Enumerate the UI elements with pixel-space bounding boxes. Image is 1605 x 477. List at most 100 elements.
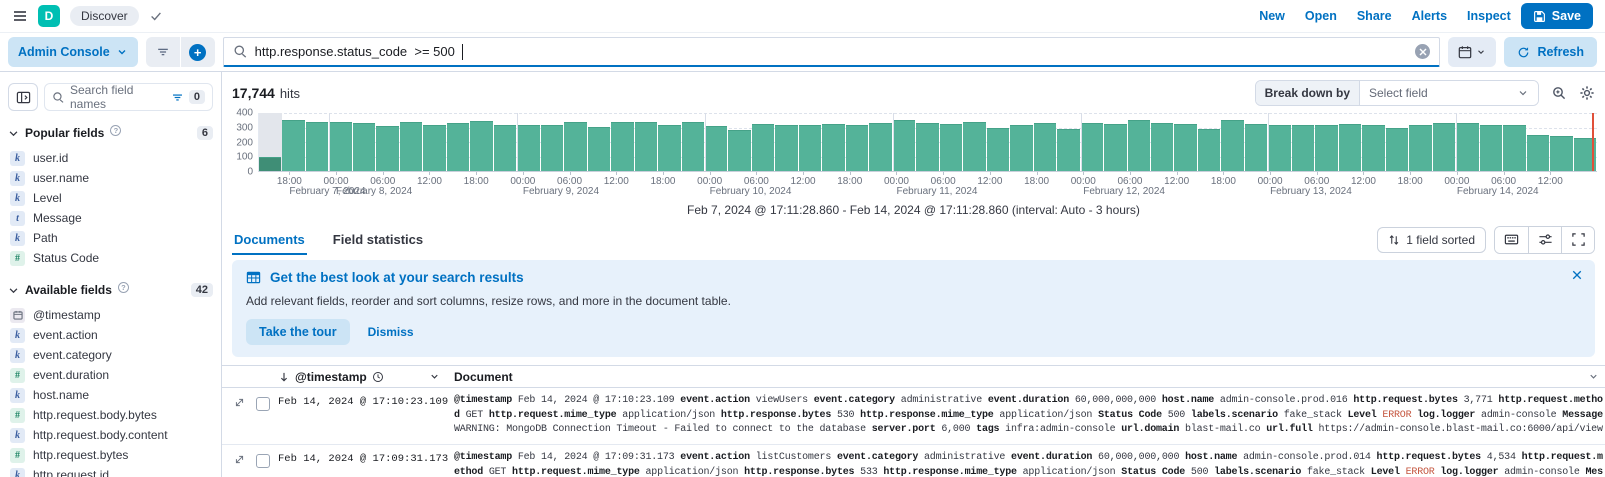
field-search-input[interactable]: Search field names 0 <box>44 83 213 111</box>
histogram-bar[interactable] <box>963 121 986 171</box>
timestamp-column-menu-icon[interactable] <box>429 371 440 382</box>
histogram-bar[interactable] <box>916 123 939 171</box>
clear-query-icon[interactable] <box>1415 44 1431 59</box>
date-picker-button[interactable] <box>1448 37 1497 67</box>
field-item--timestamp[interactable]: @timestamp <box>8 305 213 325</box>
field-item-http-request-body-bytes[interactable]: # http.request.body.bytes <box>8 405 213 425</box>
histogram-bar[interactable] <box>1127 120 1150 171</box>
document-column-menu-icon[interactable] <box>1588 371 1599 382</box>
histogram-bar[interactable] <box>634 122 658 171</box>
histogram-bar[interactable] <box>728 130 751 171</box>
nav-share[interactable]: Share <box>1356 9 1392 23</box>
sort-descending-icon[interactable] <box>278 371 290 383</box>
histogram-bar[interactable] <box>1432 123 1456 171</box>
histogram-bar[interactable] <box>517 124 540 171</box>
field-item-user-id[interactable]: k user.id <box>8 148 213 168</box>
saved-query-filter-icon[interactable] <box>145 37 180 67</box>
breadcrumb-discover[interactable]: Discover <box>70 6 139 26</box>
histogram-bar[interactable] <box>376 126 399 171</box>
histogram-bar[interactable] <box>775 124 798 171</box>
display-options-sliders-icon[interactable] <box>1528 226 1561 253</box>
histogram-bar[interactable] <box>1291 124 1315 171</box>
histogram-bar[interactable] <box>1573 137 1596 171</box>
field-item-event-duration[interactable]: # event.duration <box>8 365 213 385</box>
histogram-bar[interactable] <box>1385 127 1409 171</box>
nav-open[interactable]: Open <box>1304 9 1337 23</box>
histogram-bar[interactable] <box>798 124 822 171</box>
histogram-bar[interactable] <box>1550 136 1573 171</box>
histogram-bar[interactable] <box>1104 123 1127 171</box>
data-view-picker[interactable]: Admin Console <box>8 37 138 67</box>
histogram-bar[interactable] <box>1479 124 1503 171</box>
field-item-http-request-id[interactable]: k http.request.id <box>8 465 213 477</box>
nav-alerts[interactable]: Alerts <box>1411 9 1448 23</box>
histogram-bar[interactable] <box>751 123 775 171</box>
nav-inspect[interactable]: Inspect <box>1467 9 1511 23</box>
histogram-bar[interactable] <box>259 156 282 171</box>
histogram-bar[interactable] <box>1057 128 1080 171</box>
histogram-bar[interactable] <box>1197 128 1221 171</box>
expand-document-icon[interactable] <box>234 394 250 408</box>
histogram-bar[interactable] <box>399 122 423 171</box>
histogram-bar[interactable] <box>352 123 376 171</box>
row-document-source[interactable]: @timestamp Feb 14, 2024 @ 17:10:23.109 e… <box>454 395 1603 435</box>
histogram-bar[interactable] <box>939 123 963 171</box>
histogram-bar[interactable] <box>1315 124 1338 171</box>
timestamp-column-header[interactable]: @timestamp <box>295 369 367 384</box>
collapse-sidebar-button[interactable] <box>8 83 38 111</box>
document-column-header[interactable]: Document <box>454 369 513 384</box>
field-filter-icon[interactable] <box>171 91 184 104</box>
expand-document-icon[interactable] <box>234 451 250 465</box>
histogram-bar[interactable] <box>1033 123 1057 171</box>
row-checkbox[interactable] <box>256 397 270 411</box>
field-item-level[interactable]: k Level <box>8 188 213 208</box>
histogram-bar[interactable] <box>1244 123 1268 171</box>
histogram-bar[interactable] <box>587 126 611 171</box>
histogram-bar[interactable] <box>681 121 704 171</box>
histogram-bar[interactable] <box>493 125 517 171</box>
field-item-user-name[interactable]: k user.name <box>8 168 213 188</box>
breakdown-select[interactable]: Select field <box>1360 81 1538 105</box>
section-header-available-fields[interactable]: Available fields ? 42 <box>8 281 213 297</box>
histogram-bar[interactable] <box>540 125 564 171</box>
histogram-bar[interactable] <box>892 119 916 171</box>
histogram-bar[interactable] <box>423 125 446 171</box>
tab-documents[interactable]: Documents <box>232 225 307 255</box>
histogram-bar[interactable] <box>1362 124 1385 171</box>
query-input[interactable]: http.response.status_code >= 500 <box>222 37 1441 67</box>
close-icon[interactable] <box>1571 269 1583 281</box>
histogram-bar[interactable] <box>1151 123 1174 171</box>
field-item-message[interactable]: t Message <box>8 208 213 228</box>
histogram-bar[interactable] <box>845 124 869 171</box>
histogram-bar[interactable] <box>305 121 329 171</box>
histogram-bar[interactable] <box>611 122 634 171</box>
row-document-source[interactable]: @timestamp Feb 14, 2024 @ 17:09:31.173 e… <box>454 452 1603 477</box>
histogram-bar[interactable] <box>986 127 1010 171</box>
histogram-bar[interactable] <box>1268 124 1291 171</box>
nav-new[interactable]: New <box>1259 9 1285 23</box>
fullscreen-icon[interactable] <box>1561 226 1594 253</box>
histogram-bar[interactable] <box>1526 134 1550 171</box>
field-sorted-button[interactable]: 1 field sorted <box>1377 226 1486 253</box>
histogram-bar[interactable] <box>1456 123 1479 171</box>
add-filter-button[interactable]: + <box>180 37 215 67</box>
histogram-bar[interactable] <box>1221 119 1244 171</box>
histogram-bar[interactable] <box>564 122 587 171</box>
histogram-bar[interactable] <box>822 123 845 171</box>
refresh-button[interactable]: Refresh <box>1504 37 1597 67</box>
histogram-bar[interactable] <box>1503 125 1526 171</box>
histogram-bar[interactable] <box>470 120 493 171</box>
histogram-bar[interactable] <box>658 125 681 171</box>
chart-options-gear-icon[interactable] <box>1579 85 1595 101</box>
field-item-host-name[interactable]: k host.name <box>8 385 213 405</box>
save-button[interactable]: Save <box>1520 3 1593 29</box>
histogram-bar[interactable] <box>1338 123 1362 171</box>
explore-in-lens-icon[interactable] <box>1551 85 1567 101</box>
tab-field-statistics[interactable]: Field statistics <box>332 232 424 247</box>
histogram-bar[interactable] <box>446 123 470 171</box>
section-header-popular-fields[interactable]: Popular fields ? 6 <box>8 124 213 140</box>
histogram-bar[interactable] <box>1080 123 1104 171</box>
field-item-http-request-bytes[interactable]: # http.request.bytes <box>8 445 213 465</box>
row-height-icon[interactable] <box>1495 226 1528 253</box>
histogram-bar[interactable] <box>1174 123 1197 171</box>
